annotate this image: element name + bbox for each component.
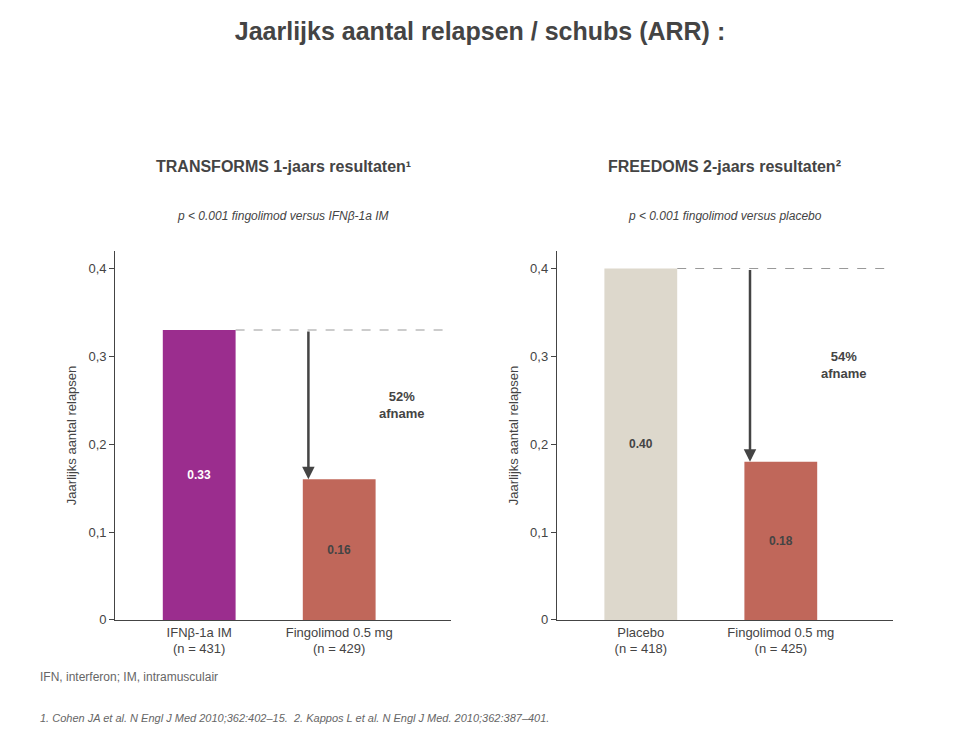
svg-text:52%afname: 52%afname xyxy=(379,389,425,421)
svg-text:0.16: 0.16 xyxy=(327,543,351,557)
svg-text:FREEDOMS 2-jaars resultaten²: FREEDOMS 2-jaars resultaten² xyxy=(608,158,841,175)
svg-text:0,1: 0,1 xyxy=(89,525,107,540)
svg-text:Jaarlijks aantal relapsen / sc: Jaarlijks aantal relapsen / schubs (ARR)… xyxy=(235,17,725,45)
svg-text:p < 0.001 fingolimod versus pl: p < 0.001 fingolimod versus placebo xyxy=(628,209,822,223)
svg-text:0,3: 0,3 xyxy=(89,349,107,364)
svg-text:Jaarlijks aantal relapsen: Jaarlijks aantal relapsen xyxy=(64,366,79,505)
svg-text:TRANSFORMS 1-jaars resultaten¹: TRANSFORMS 1-jaars resultaten¹ xyxy=(156,158,411,175)
svg-text:0,2: 0,2 xyxy=(530,437,548,452)
svg-text:0: 0 xyxy=(99,612,106,627)
svg-text:Fingolimod 0.5 mg(n = 429): Fingolimod 0.5 mg(n = 429) xyxy=(286,625,393,657)
svg-text:0,2: 0,2 xyxy=(89,437,107,452)
svg-text:Jaarlijks aantal relapsen: Jaarlijks aantal relapsen xyxy=(506,366,521,505)
svg-text:p < 0.001 fingolimod versus IF: p < 0.001 fingolimod versus IFNβ-1a IM xyxy=(177,209,389,223)
svg-text:Fingolimod 0.5 mg(n = 425): Fingolimod 0.5 mg(n = 425) xyxy=(727,625,834,657)
svg-text:Placebo(n = 418): Placebo(n = 418) xyxy=(615,625,667,657)
svg-text:0,1: 0,1 xyxy=(530,525,548,540)
svg-text:0.18: 0.18 xyxy=(769,534,793,548)
svg-text:54%afname: 54%afname xyxy=(821,349,867,381)
svg-text:IFN, interferon; IM, intramusc: IFN, interferon; IM, intramusculair xyxy=(40,670,218,684)
svg-text:0,4: 0,4 xyxy=(530,261,548,276)
svg-text:IFNβ-1a IM(n = 431): IFNβ-1a IM(n = 431) xyxy=(167,625,232,657)
svg-text:0.33: 0.33 xyxy=(187,468,211,482)
svg-text:0,3: 0,3 xyxy=(530,349,548,364)
svg-text:0.40: 0.40 xyxy=(629,437,653,451)
svg-text:1. Cohen JA et al. N Engl J Me: 1. Cohen JA et al. N Engl J Med 2010;362… xyxy=(40,712,549,724)
svg-text:0,4: 0,4 xyxy=(89,261,107,276)
svg-text:0: 0 xyxy=(541,612,548,627)
